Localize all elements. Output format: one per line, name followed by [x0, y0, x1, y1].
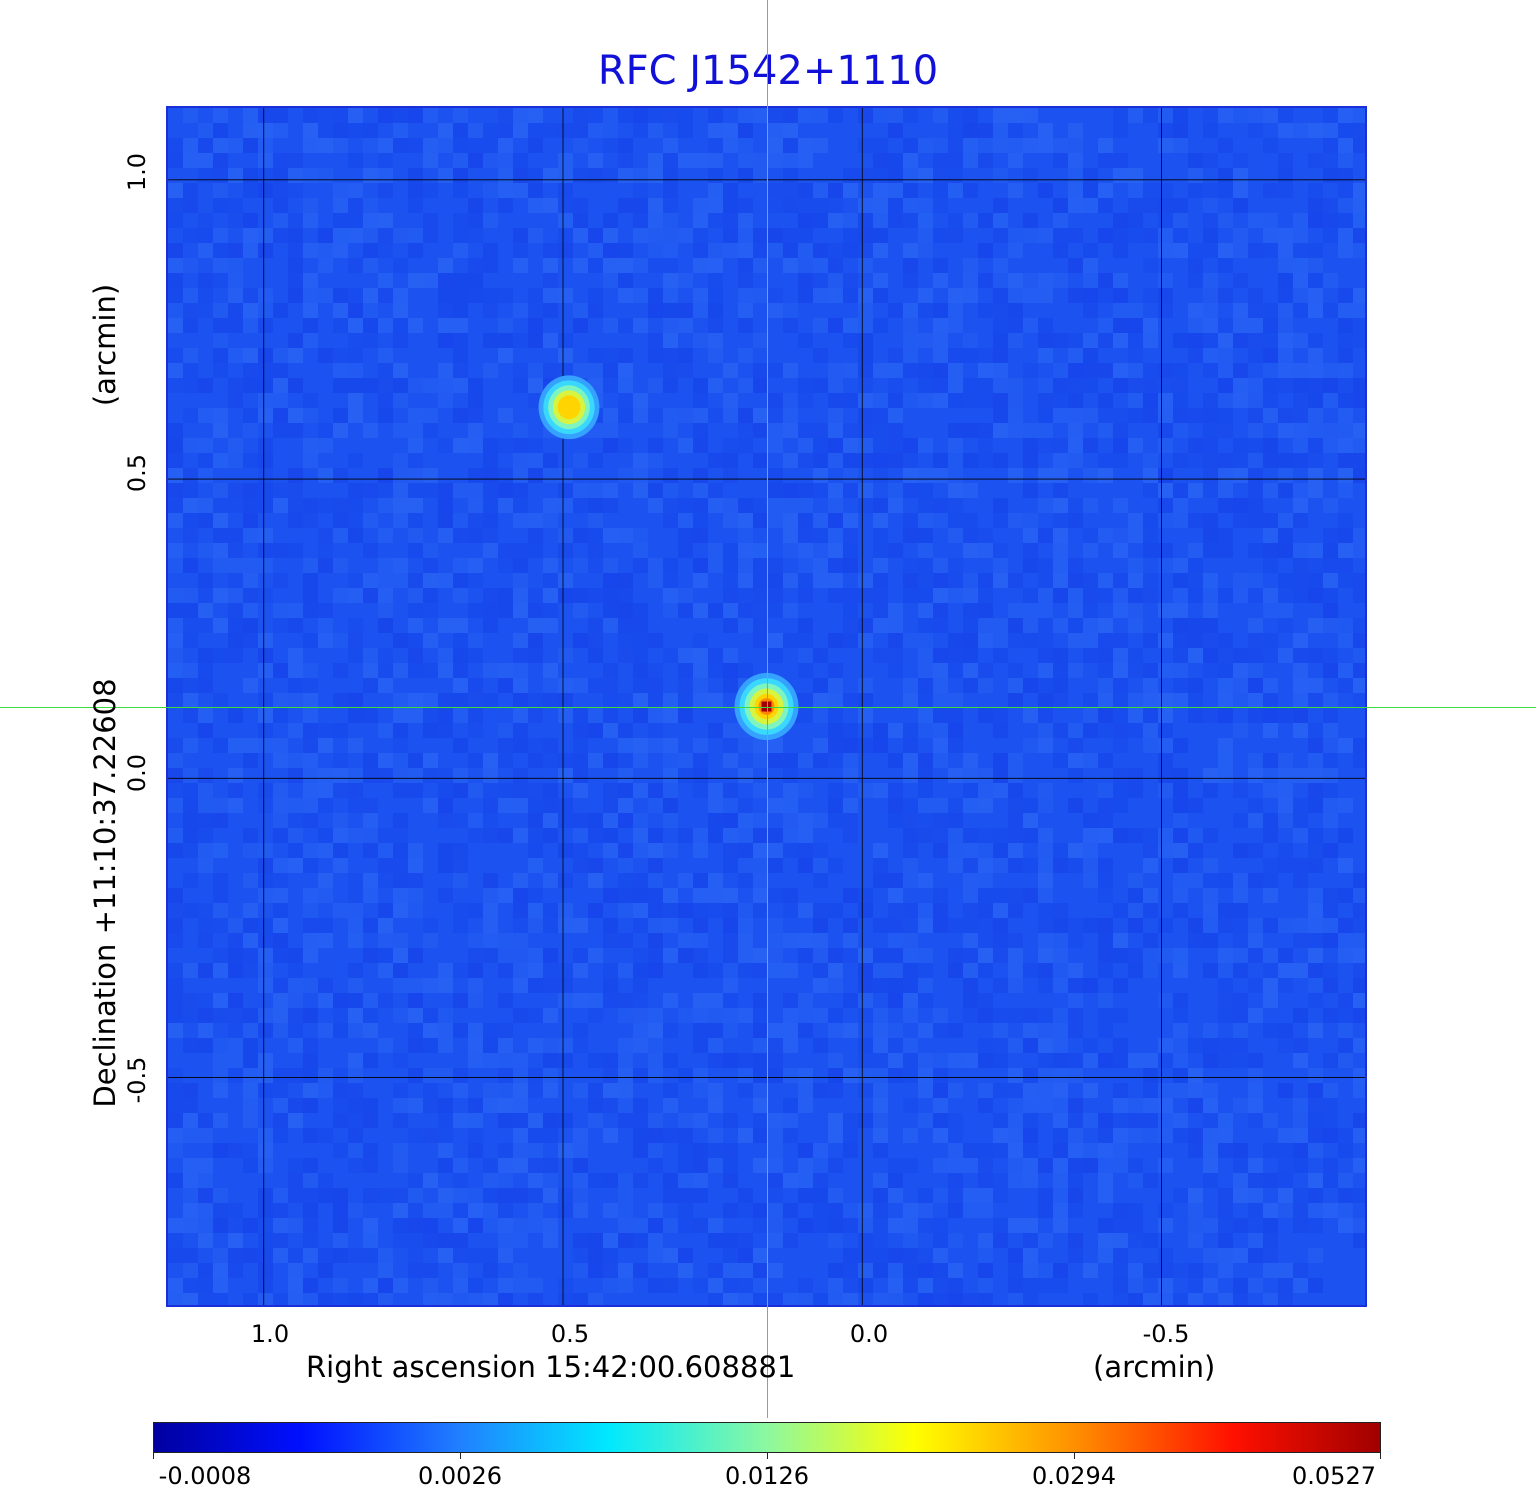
x-tick-label: -0.5	[1142, 1320, 1190, 1348]
x-axis-label: Right ascension 15:42:00.608881	[306, 1350, 796, 1384]
colorbar-tick-label: 0.0527	[1292, 1462, 1376, 1490]
x-tick-label: 0.5	[550, 1320, 590, 1348]
y-tick-label: 1.0	[123, 152, 151, 192]
map-image	[168, 108, 1365, 1305]
colorbar-tick-mark	[153, 1453, 154, 1459]
intensity-map	[166, 106, 1367, 1307]
colorbar-tick-mark	[1380, 1453, 1381, 1459]
colorbar-gradient	[154, 1423, 1380, 1452]
colorbar-tick-mark	[1074, 1453, 1075, 1459]
colorbar-tick-mark	[767, 1453, 768, 1459]
y-tick-label: -0.5	[123, 1056, 151, 1104]
colorbar-tick-label: 0.0026	[418, 1462, 502, 1490]
y-tick-label: 0.5	[123, 453, 151, 493]
colorbar	[153, 1422, 1381, 1453]
y-axis-unit: (arcmin)	[88, 283, 122, 407]
x-axis-unit: (arcmin)	[1093, 1350, 1216, 1384]
colorbar-tick-label: 0.0126	[725, 1462, 809, 1490]
x-tick-label: 0.0	[849, 1320, 889, 1348]
y-axis-label: Declination +11:10:37.22608	[88, 678, 122, 1108]
crosshair-horizontal	[0, 707, 1536, 708]
y-tick-label: 0.0	[123, 753, 151, 793]
radio-source	[734, 672, 799, 741]
map-title: RFC J1542+1110	[597, 48, 939, 94]
crosshair-vertical	[767, 0, 768, 1418]
noise-texture	[168, 108, 1365, 1305]
x-tick-label: 1.0	[250, 1320, 290, 1348]
radio-source	[538, 375, 600, 440]
colorbar-tick-mark	[460, 1453, 461, 1459]
colorbar-tick-label: 0.0294	[1032, 1462, 1116, 1490]
colorbar-tick-label: -0.0008	[158, 1462, 252, 1490]
